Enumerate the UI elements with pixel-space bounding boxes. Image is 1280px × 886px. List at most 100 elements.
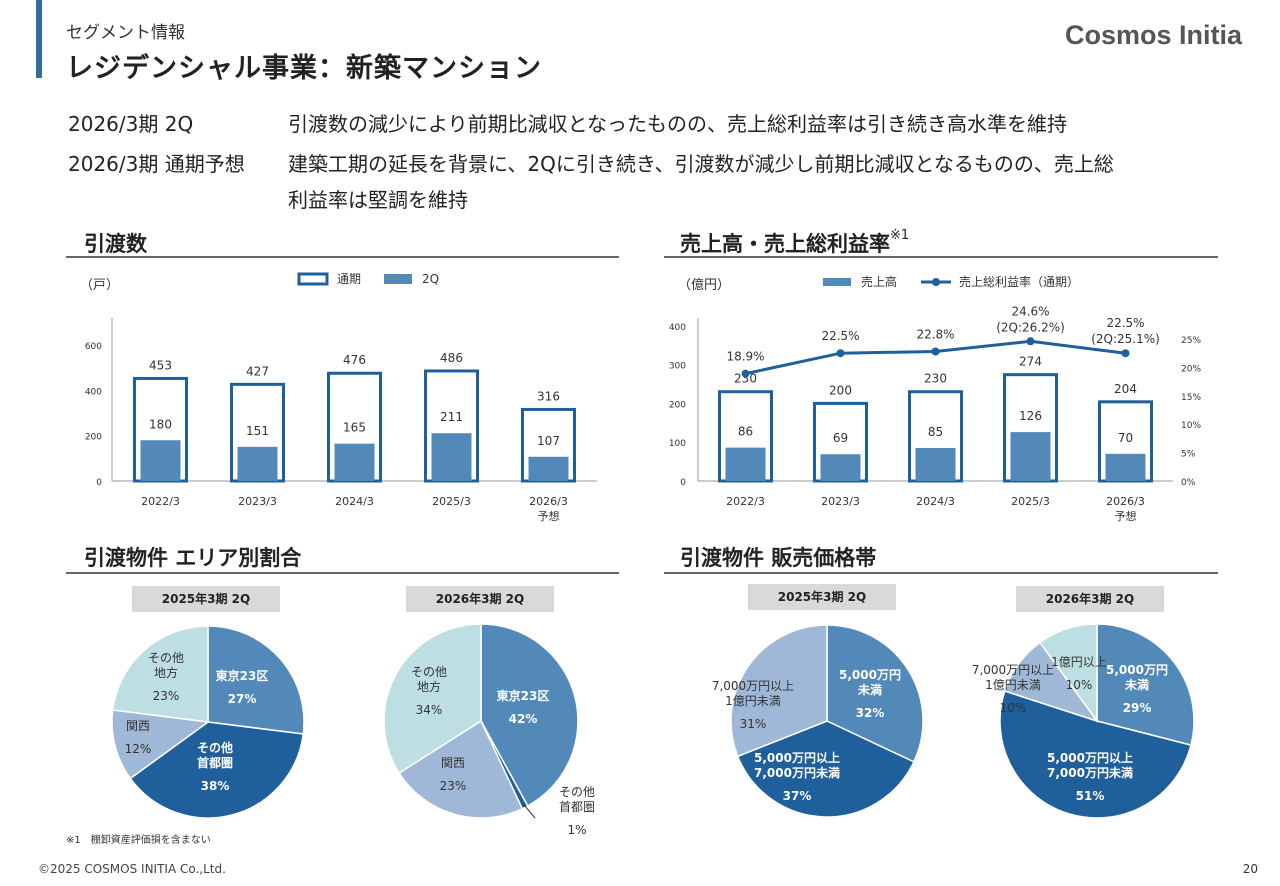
section-title-price: 引渡物件 販売価格帯 xyxy=(680,546,877,570)
data-label-full-year: 427 xyxy=(246,364,269,378)
pie-slice-pct: 31% xyxy=(740,717,767,731)
pie-slice-pct: 29% xyxy=(1123,701,1152,715)
pie-slice-label: 未満 xyxy=(857,682,882,697)
data-label-2q: 151 xyxy=(246,424,269,438)
x-tick-label: 2022/3 xyxy=(726,495,765,508)
data-label-2q: 86 xyxy=(738,425,753,439)
footnote: ※1 棚卸資産評価損を含まない xyxy=(66,835,211,846)
pie-slice xyxy=(1096,623,1195,747)
pie-slice-pct: 37% xyxy=(783,789,812,803)
pie-slice-label: 7,000万円以上 xyxy=(972,663,1054,677)
pie-slice-label: 5,000万円 xyxy=(1106,663,1168,677)
y-tick-label: 200 xyxy=(669,400,686,410)
pie-slice-label: 1億円未満 xyxy=(985,678,1041,692)
legend-swatch-margin-dot xyxy=(932,278,940,286)
y-tick-label: 400 xyxy=(669,323,686,333)
pie-slice-label: 首都圏 xyxy=(559,800,595,814)
section-title-sales: 売上高・売上総利益率※1 xyxy=(680,228,910,256)
data-label-full-year: 453 xyxy=(149,358,172,372)
bar-2q xyxy=(1105,453,1146,481)
x-tick-label: 2022/3 xyxy=(141,495,180,508)
x-tick-label: 2024/3 xyxy=(335,495,374,508)
pie-slice-label: 1億円以上 xyxy=(1051,655,1107,669)
margin-label: 22.8% xyxy=(916,327,954,341)
brand-logo: Cosmos Initia xyxy=(1064,20,1242,50)
margin-sublabel: (2Q:25.1%) xyxy=(1091,332,1160,346)
leader-line xyxy=(522,803,536,819)
data-label-2q: 107 xyxy=(537,434,560,448)
data-label-2q: 211 xyxy=(440,410,463,424)
data-label-full-year: 230 xyxy=(734,372,757,386)
pie-header: 2025年3期 2Q xyxy=(132,586,280,612)
pie-slice-label: 7,000万円未満 xyxy=(1047,765,1133,780)
pie-slice-pct: 38% xyxy=(201,779,230,793)
pie-slice xyxy=(1038,623,1098,724)
pie-slice-pct: 27% xyxy=(228,692,257,706)
page-number: 20 xyxy=(1242,862,1258,876)
x-tick-label: 2025/3 xyxy=(432,495,471,508)
pie-slice xyxy=(999,690,1192,819)
summary-text-forecast-cont: 利益率は堅調を維持 xyxy=(288,188,468,212)
pie-slice-label: その他 xyxy=(197,740,233,755)
data-label-2q: 69 xyxy=(833,431,848,445)
deliveries-chart: 通期 2Q 0 200 400 600 453 180 2022/3 427 151 2023/3… xyxy=(85,272,597,523)
page-title: レジデンシャル事業：新築マンション xyxy=(66,53,542,84)
y2-tick-label: 0% xyxy=(1181,478,1196,488)
section-title-area: 引渡物件 エリア別割合 xyxy=(84,546,302,570)
margin-label: 24.6% xyxy=(1011,304,1049,318)
pie-slice-label: 7,000万円未満 xyxy=(754,765,840,780)
pie-slice-label: 未満 xyxy=(1124,677,1149,692)
bar-2q xyxy=(237,446,278,481)
data-label-full-year: 200 xyxy=(829,383,852,397)
pie-slice xyxy=(730,624,828,758)
margin-label: 22.5% xyxy=(821,329,859,343)
x-tick-sublabel: 予想 xyxy=(1115,509,1137,523)
pie-slice-pct: 10% xyxy=(1000,701,1027,715)
pie-slice-label: 5,000万円以上 xyxy=(754,750,840,765)
section-rule xyxy=(664,572,1218,574)
pie-slice-pct: 1% xyxy=(567,823,586,837)
data-label-full-year: 316 xyxy=(537,389,560,403)
pie-slice-pct: 12% xyxy=(125,742,152,756)
pie-slice-pct: 34% xyxy=(416,703,443,717)
data-label-2q: 126 xyxy=(1019,409,1042,423)
legend-swatch-2q xyxy=(384,274,412,284)
margin-point xyxy=(931,347,940,356)
margin-point xyxy=(741,369,750,378)
margin-label: 18.9% xyxy=(726,350,764,364)
pie-slice-label: 5,000万円 xyxy=(839,668,901,682)
pie-slice-pct: 10% xyxy=(1066,678,1093,692)
pie-slice-label: 地方 xyxy=(417,679,441,694)
x-tick-label: 2025/3 xyxy=(1011,495,1050,508)
pie-header: 2026年3期 2Q xyxy=(406,586,554,612)
pie-slice-label: その他 xyxy=(148,651,184,665)
pie-slice xyxy=(480,623,579,808)
pie-slice-pct: 23% xyxy=(153,689,180,703)
legend-label: 2Q xyxy=(422,272,439,286)
chart1-unit: （戸） xyxy=(80,278,120,293)
summary-text-2q: 引渡数の減少により前期比減収となったものの、売上総利益率は引き続き高水準を維持 xyxy=(288,112,1067,136)
section-rule xyxy=(66,256,619,258)
margin-label: 22.5% xyxy=(1106,316,1144,330)
pie-slice-label: 5,000万円以上 xyxy=(1047,750,1133,765)
summary-text-forecast: 建築工期の延長を背景に、2Qに引き続き、引渡数が減少し前期比減収となるものの、売… xyxy=(288,152,1114,176)
margin-sublabel: (2Q:26.2%) xyxy=(996,320,1065,334)
pie-slice xyxy=(398,719,524,819)
sales-chart: 売上高 売上総利益率（通期） 0 100 200 300 400 0% 5% 10% 15% 20%… xyxy=(669,274,1202,523)
x-tick-label: 2023/3 xyxy=(238,495,277,508)
y2-tick-label: 15% xyxy=(1181,393,1201,403)
pie-slice xyxy=(207,625,305,735)
summary-label-2q: 2026/3期 2Q xyxy=(68,112,194,136)
bar-2q xyxy=(528,456,569,481)
y-tick-label: 200 xyxy=(85,433,102,443)
data-label-full-year: 476 xyxy=(343,353,366,367)
chart2-unit: （億円） xyxy=(678,278,731,293)
legend-label: 売上高 xyxy=(861,274,897,289)
pie-slice xyxy=(129,721,305,819)
y-tick-label: 0 xyxy=(680,478,686,488)
bar-2q xyxy=(725,447,766,481)
data-label-full-year: 230 xyxy=(924,372,947,386)
bar-2q xyxy=(915,448,956,481)
y-tick-label: 300 xyxy=(669,362,686,372)
